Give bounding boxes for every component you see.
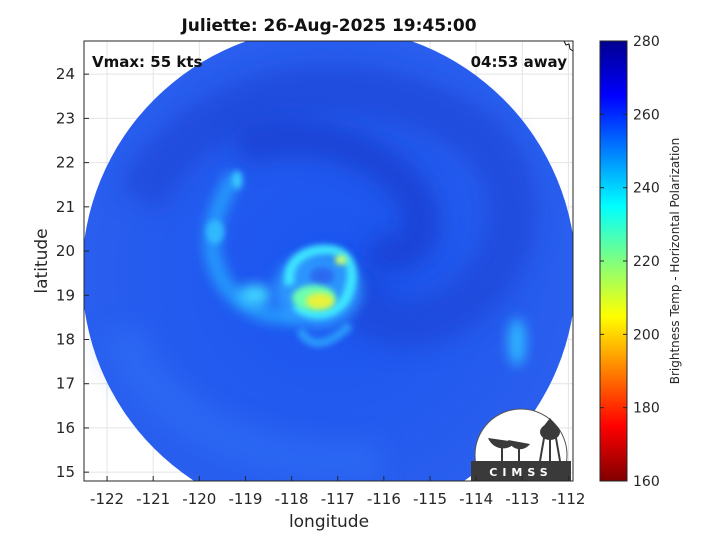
- time-offset-annotation: 04:53 away: [471, 53, 568, 71]
- y-tick-label: 18: [56, 330, 75, 348]
- chart-title: Juliette: 26-Aug-2025 19:45:00: [180, 16, 476, 36]
- water-tower-icon: [539, 418, 561, 462]
- y-tick-label: 16: [56, 419, 75, 437]
- plot-frame: [83, 40, 574, 482]
- x-tick-label: -121: [136, 490, 170, 508]
- rainband-cell-1: [232, 171, 242, 189]
- colorbar: [599, 40, 628, 482]
- vmax-annotation: Vmax: 55 kts: [92, 53, 202, 71]
- satellite-dish-icon: [488, 438, 530, 461]
- colorbar-tick-label: 240: [633, 181, 660, 197]
- colorbar-tick-label: 220: [633, 254, 660, 270]
- x-tick-label: -117: [321, 490, 355, 508]
- colorbar-ticks: 160 180 200 220 240 260 280: [600, 34, 660, 490]
- x-tick-label: -122: [90, 490, 124, 508]
- east-cell-shape: [508, 318, 526, 366]
- convective-cell-shape: [335, 255, 347, 265]
- y-tick-label: 15: [56, 463, 75, 481]
- dark-inner-band: [231, 120, 440, 272]
- x-tick-label: -119: [228, 490, 262, 508]
- swath: [84, 41, 573, 481]
- y-axis-label: latitude: [32, 228, 52, 293]
- x-tick-label: -118: [275, 490, 309, 508]
- x-axis-label: longitude: [289, 512, 369, 532]
- colorbar-tick-label: 200: [633, 327, 660, 343]
- rainband-cell-2: [206, 220, 224, 244]
- eye-region: [310, 267, 334, 285]
- y-tick-label: 20: [56, 242, 75, 260]
- x-tick-label: -114: [459, 490, 493, 508]
- y-tick-label: 19: [56, 286, 75, 304]
- x-ticks: -122 -121 -120 -119 -118 -117 -116 -115 -114 -113…: [90, 476, 585, 508]
- y-tick-label: 22: [56, 154, 75, 172]
- coastline: [563, 41, 573, 52]
- colorbar-tick-label: 260: [633, 107, 660, 123]
- y-ticks: 15 16 17 18 19 20 21 22 23 24: [56, 65, 89, 481]
- eyewall-ring: [284, 244, 357, 320]
- x-tick-label: -116: [367, 490, 401, 508]
- y-tick-label: 17: [56, 375, 75, 393]
- west-rainband-shape: [204, 171, 302, 325]
- dark-spiral-band: [117, 64, 538, 349]
- south-band: [295, 321, 354, 348]
- light-outer-band: [101, 323, 382, 481]
- colorbar-tick-label: 280: [633, 34, 660, 50]
- cimss-logo: CIMSS: [471, 408, 571, 481]
- colorbar-label: Brightness Temp - Horizontal Polarizatio…: [668, 138, 682, 385]
- x-tick-label: -120: [182, 490, 216, 508]
- y-tick-label: 23: [56, 109, 75, 127]
- rainband-cell-3: [239, 285, 271, 305]
- logo-band: [471, 461, 571, 481]
- colorbar-tick-label: 160: [633, 474, 660, 490]
- y-tick-label: 21: [56, 198, 75, 216]
- x-tick-label: -112: [551, 490, 585, 508]
- eyewall-yellow: [306, 293, 334, 309]
- x-tick-label: -115: [413, 490, 447, 508]
- x-tick-label: -113: [505, 490, 539, 508]
- y-tick-label: 24: [56, 65, 75, 83]
- logo-text: CIMSS: [489, 466, 552, 479]
- colorbar-tick-label: 180: [633, 401, 660, 417]
